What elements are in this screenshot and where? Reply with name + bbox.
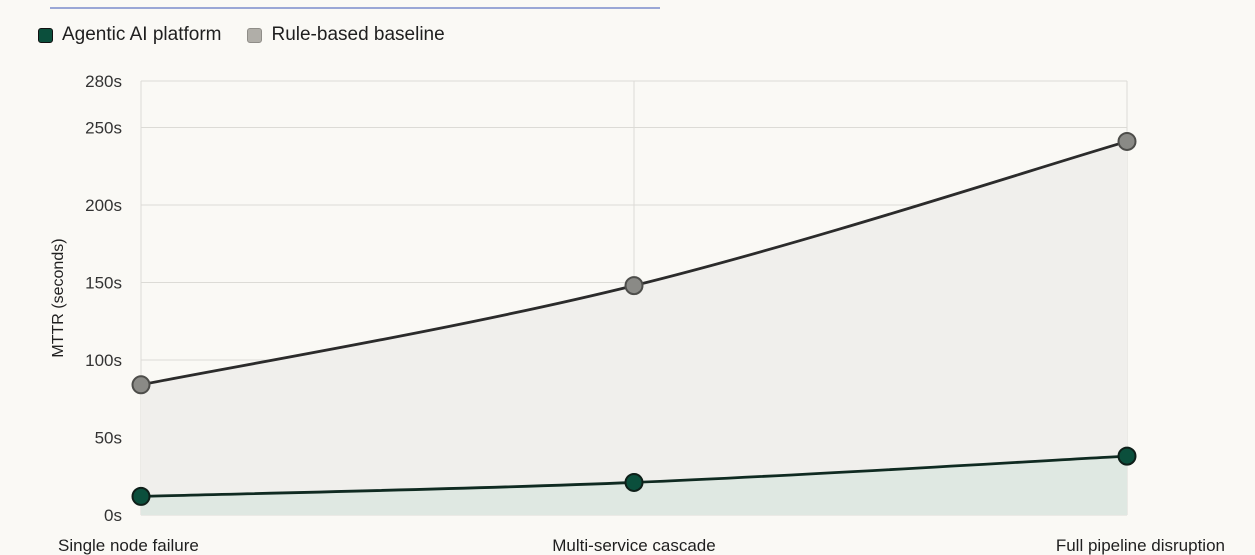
y-axis-title: MTTR (seconds) [50,238,67,357]
data-point-agentic [131,486,151,506]
y-tick-label: 100s [85,351,122,370]
top-divider [50,7,660,9]
x-category-label: Single node failure [58,536,199,555]
area-fill-baseline [141,141,1127,515]
x-category-labels: Single node failure Multi-service cascade… [58,536,1225,555]
legend: Agentic AI platform Rule-based baseline [38,24,445,46]
y-tick-labels: 0s 50s 100s 150s 200s 250s 280s [85,72,122,525]
data-point-baseline [624,276,644,296]
x-category-label: Multi-service cascade [552,536,715,555]
y-tick-label: 280s [85,72,122,91]
y-tick-label: 50s [95,429,122,448]
data-point-baseline [1117,131,1137,151]
legend-label-agentic: Agentic AI platform [62,24,222,45]
data-point-baseline [131,375,151,395]
y-tick-label: 250s [85,119,122,138]
y-tick-label: 200s [85,196,122,215]
legend-item-baseline[interactable]: Rule-based baseline [247,24,445,46]
legend-swatch-baseline [247,27,263,43]
legend-item-agentic[interactable]: Agentic AI platform [38,24,221,46]
data-points [131,131,1137,506]
y-tick-label: 150s [85,274,122,293]
data-point-agentic [1117,446,1137,466]
legend-label-baseline: Rule-based baseline [271,24,445,45]
data-point-agentic [624,472,644,492]
x-category-label: Full pipeline disruption [1056,536,1225,555]
legend-swatch-agentic [38,27,53,43]
y-tick-label: 0s [104,506,122,525]
